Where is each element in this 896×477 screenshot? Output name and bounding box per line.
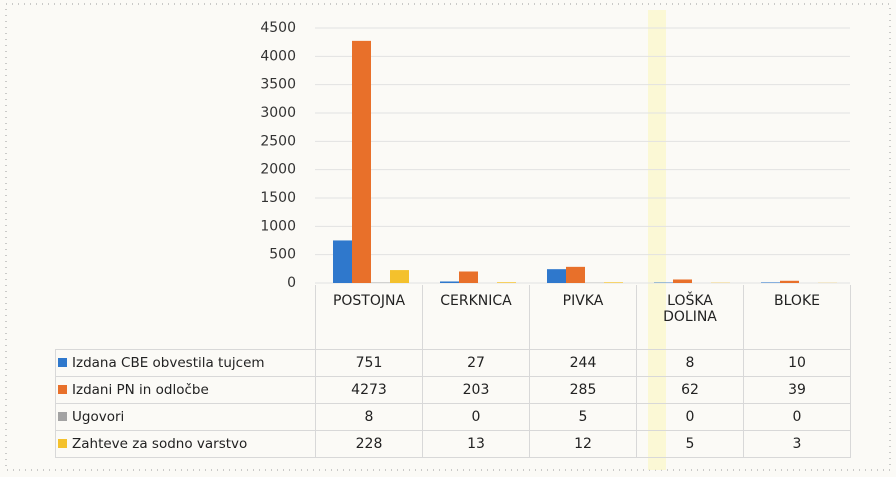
value-cell: 0	[422, 403, 530, 431]
series-row: Ugovori 8 0 5 0 0	[55, 403, 851, 431]
bar	[459, 271, 478, 283]
bar	[604, 282, 623, 283]
legend-label: Ugovori	[72, 409, 125, 425]
value-cell: 228	[315, 430, 423, 458]
bar	[352, 40, 371, 283]
value-cell: 39	[743, 376, 851, 404]
value-cell: 8	[315, 403, 423, 431]
value-cell: 203	[422, 376, 530, 404]
bar	[566, 266, 585, 283]
legend-entry: Zahteve za sodno varstvo	[55, 430, 316, 458]
legend-swatch	[58, 412, 67, 421]
corner	[56, 285, 316, 350]
legend-label: Izdani PN in odločbe	[72, 382, 209, 398]
category-label: CERKNICA	[422, 285, 530, 350]
header-row: POSTOJNA CERKNICA PIVKA LOŠKA DOLINA BLOKE	[56, 285, 851, 350]
bar	[547, 269, 566, 283]
category-label: PIVKA	[529, 285, 637, 350]
y-tick-label: 2000	[260, 162, 296, 178]
bar	[780, 280, 799, 283]
bar	[673, 279, 692, 283]
bar	[497, 282, 516, 283]
legend-swatch	[58, 385, 67, 394]
series-row: Izdani PN in odločbe 4273 203 285 62 39	[55, 376, 851, 404]
legend-entry: Izdana CBE obvestila tujcem	[55, 349, 316, 377]
frame	[5, 3, 891, 471]
y-tick-label: 3500	[260, 77, 296, 93]
legend-swatch	[58, 358, 67, 367]
value-cell: 27	[422, 349, 530, 377]
series-row: Zahteve za sodno varstvo 228 13 12 5 3	[55, 430, 851, 458]
value-cell: 8	[636, 349, 744, 377]
y-tick-label: 2500	[260, 133, 296, 149]
category-label: BLOKE	[743, 285, 851, 350]
y-tick-label: 500	[269, 247, 296, 263]
data-table: POSTOJNA CERKNICA PIVKA LOŠKA DOLINA BLOKE Iz…	[55, 285, 851, 458]
value-cell: 244	[529, 349, 637, 377]
value-cell: 0	[636, 403, 744, 431]
y-tick-label: 1000	[260, 218, 296, 234]
y-tick-label: 4500	[260, 20, 296, 36]
value-cell: 4273	[315, 376, 423, 404]
bar	[333, 240, 352, 283]
y-tick-label: 3000	[260, 105, 296, 121]
y-tick-label: 4000	[260, 48, 296, 64]
legend-label: Izdana CBE obvestila tujcem	[72, 355, 265, 371]
value-cell: 62	[636, 376, 744, 404]
series-row: Izdana CBE obvestila tujcem 751 27 244 8 10	[55, 349, 851, 377]
value-cell: 5	[529, 403, 637, 431]
value-cell: 751	[315, 349, 423, 377]
category-label: POSTOJNA	[315, 285, 423, 350]
legend-label: Zahteve za sodno varstvo	[72, 436, 248, 452]
value-cell: 13	[422, 430, 530, 458]
value-cell: 285	[529, 376, 637, 404]
legend-entry: Izdani PN in odločbe	[55, 376, 316, 404]
legend-swatch	[58, 439, 67, 448]
legend-entry: Ugovori	[55, 403, 316, 431]
bar	[440, 281, 459, 283]
y-tick-label: 1500	[260, 190, 296, 206]
category-label: LOŠKA DOLINA	[636, 285, 744, 350]
value-cell: 10	[743, 349, 851, 377]
value-cell: 3	[743, 430, 851, 458]
bar	[761, 282, 780, 283]
value-cell: 5	[636, 430, 744, 458]
y-tick-label: 0	[287, 275, 296, 291]
bar	[390, 270, 409, 283]
value-cell: 0	[743, 403, 851, 431]
value-cell: 12	[529, 430, 637, 458]
